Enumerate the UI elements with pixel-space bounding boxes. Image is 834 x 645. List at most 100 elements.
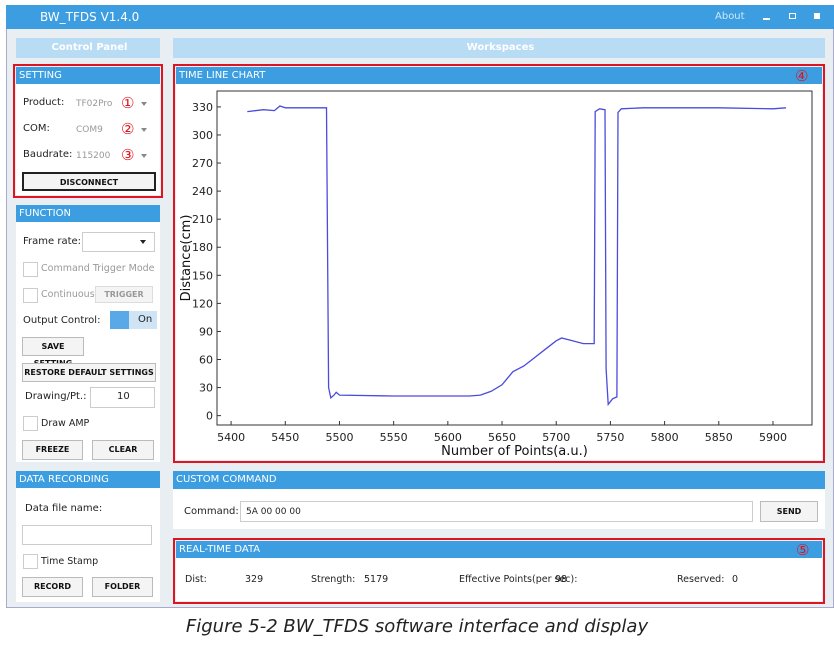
x-tick-label: 5600: [434, 431, 462, 444]
x-tick-label: 5550: [380, 431, 408, 444]
restore-button[interactable]: RESTORE DEFAULT SETTINGS: [22, 363, 156, 382]
panel-header: Workspaces: [173, 38, 825, 58]
checkbox[interactable]: [23, 288, 38, 303]
y-tick-label: 240: [192, 185, 213, 198]
command-input[interactable]: [240, 501, 753, 522]
y-tick-label: 150: [192, 269, 213, 282]
value: 0: [732, 574, 739, 585]
label: Command Trigger Mode: [41, 263, 155, 274]
label: Output Control:: [23, 315, 101, 326]
y-tick-label: 300: [192, 129, 213, 142]
title-bar: [6, 5, 834, 29]
x-tick-label: 5850: [705, 431, 733, 444]
caption: Figure 5-2 BW_TFDS software interface an…: [185, 616, 649, 637]
value: 329: [245, 574, 264, 585]
x-tick-label: 5650: [488, 431, 516, 444]
clear-button[interactable]: CLEAR: [92, 440, 154, 460]
marker: ③: [121, 146, 135, 164]
close[interactable]: [814, 13, 820, 19]
plot-frame: [216, 90, 813, 426]
panel-header: Control Panel: [16, 38, 160, 58]
about[interactable]: About: [715, 11, 745, 22]
combo-value[interactable]: 115200: [76, 151, 111, 161]
label: Continuous: [41, 289, 95, 300]
x-tick-label: 5450: [271, 431, 299, 444]
y-tick-label: 90: [199, 325, 213, 338]
combo-value[interactable]: COM9: [76, 125, 103, 135]
y-tick-label: 270: [192, 157, 213, 170]
section-header: TIME LINE CHART: [176, 67, 822, 84]
toggle-label: On: [138, 314, 153, 325]
line-series: [247, 105, 787, 407]
highlight: [173, 64, 825, 463]
y-tick-label: 180: [192, 241, 213, 254]
arrow: [141, 102, 147, 106]
label: Drawing/Pt.:: [25, 391, 87, 402]
value: 98: [555, 574, 568, 585]
y-tick-label: 30: [199, 382, 213, 395]
x-tick-label: 5800: [651, 431, 679, 444]
disconnect-button[interactable]: DISCONNECT: [22, 172, 156, 191]
trigger-button[interactable]: TRIGGER: [95, 286, 153, 303]
label: Time Stamp: [41, 556, 99, 567]
x-tick-label: 5750: [596, 431, 624, 444]
send-button[interactable]: SEND: [760, 501, 818, 522]
marker: ④: [795, 67, 809, 85]
folder-button[interactable]: FOLDER: [92, 577, 153, 597]
section-header: REAL-TIME DATA: [176, 541, 822, 558]
highlight: [173, 538, 825, 604]
label: Draw AMP: [41, 418, 90, 429]
label: Product:: [23, 97, 65, 108]
y-tick-label: 60: [199, 354, 213, 367]
label: Frame rate:: [23, 236, 82, 247]
checkbox[interactable]: [23, 554, 38, 569]
label: COM:: [23, 123, 50, 134]
maximize[interactable]: [789, 13, 796, 19]
section-header: DATA RECORDING: [16, 471, 160, 488]
input-value: 5A 00 00 00: [246, 507, 301, 517]
input[interactable]: [90, 387, 155, 408]
combo-value[interactable]: TF02Pro: [76, 99, 113, 109]
label: Dist:: [185, 574, 207, 585]
save-button[interactable]: SAVE SETTING: [22, 337, 84, 368]
checkbox[interactable]: [23, 262, 38, 277]
arrow: [140, 240, 146, 244]
section-header: SETTING: [16, 67, 160, 84]
x-axis-label: Number of Points(a.u.): [441, 444, 588, 459]
label: Strength:: [311, 574, 356, 585]
marker: ①: [121, 94, 135, 112]
section-header: FUNCTION: [16, 205, 160, 222]
input-value: 10: [117, 391, 130, 402]
marker: ⑤: [796, 541, 810, 559]
checkbox[interactable]: [23, 416, 38, 431]
arrow: [141, 128, 147, 132]
window-title: BW_TFDS V1.4.0: [40, 10, 140, 24]
highlight: [13, 64, 163, 198]
toggle[interactable]: [110, 311, 157, 329]
section-header: CUSTOM COMMAND: [173, 471, 825, 489]
arrow: [141, 154, 147, 158]
y-axis-label: Distance(cm): [179, 215, 194, 302]
y-tick-label: 210: [192, 213, 213, 226]
label: Reserved:: [677, 574, 725, 585]
label: Command:: [184, 506, 239, 517]
x-tick-label: 5700: [542, 431, 570, 444]
frame-rate-combo[interactable]: [82, 232, 155, 252]
x-tick-label: 5400: [217, 431, 245, 444]
value: 5179: [364, 574, 389, 585]
label: Data file name:: [25, 503, 103, 514]
label: Baudrate:: [23, 149, 73, 160]
x-tick-label: 5500: [325, 431, 353, 444]
input[interactable]: [22, 525, 152, 545]
freeze-button[interactable]: FREEZE: [22, 440, 83, 460]
panel: [176, 67, 822, 460]
label: Effective Points(per sec):: [459, 574, 578, 585]
y-tick-label: 120: [192, 297, 213, 310]
y-tick-label: 0: [206, 410, 213, 423]
y-tick-label: 330: [192, 101, 213, 114]
x-tick-label: 5900: [759, 431, 787, 444]
marker: ②: [121, 120, 135, 138]
minimize[interactable]: [763, 18, 770, 20]
record-button[interactable]: RECORD: [22, 577, 83, 597]
